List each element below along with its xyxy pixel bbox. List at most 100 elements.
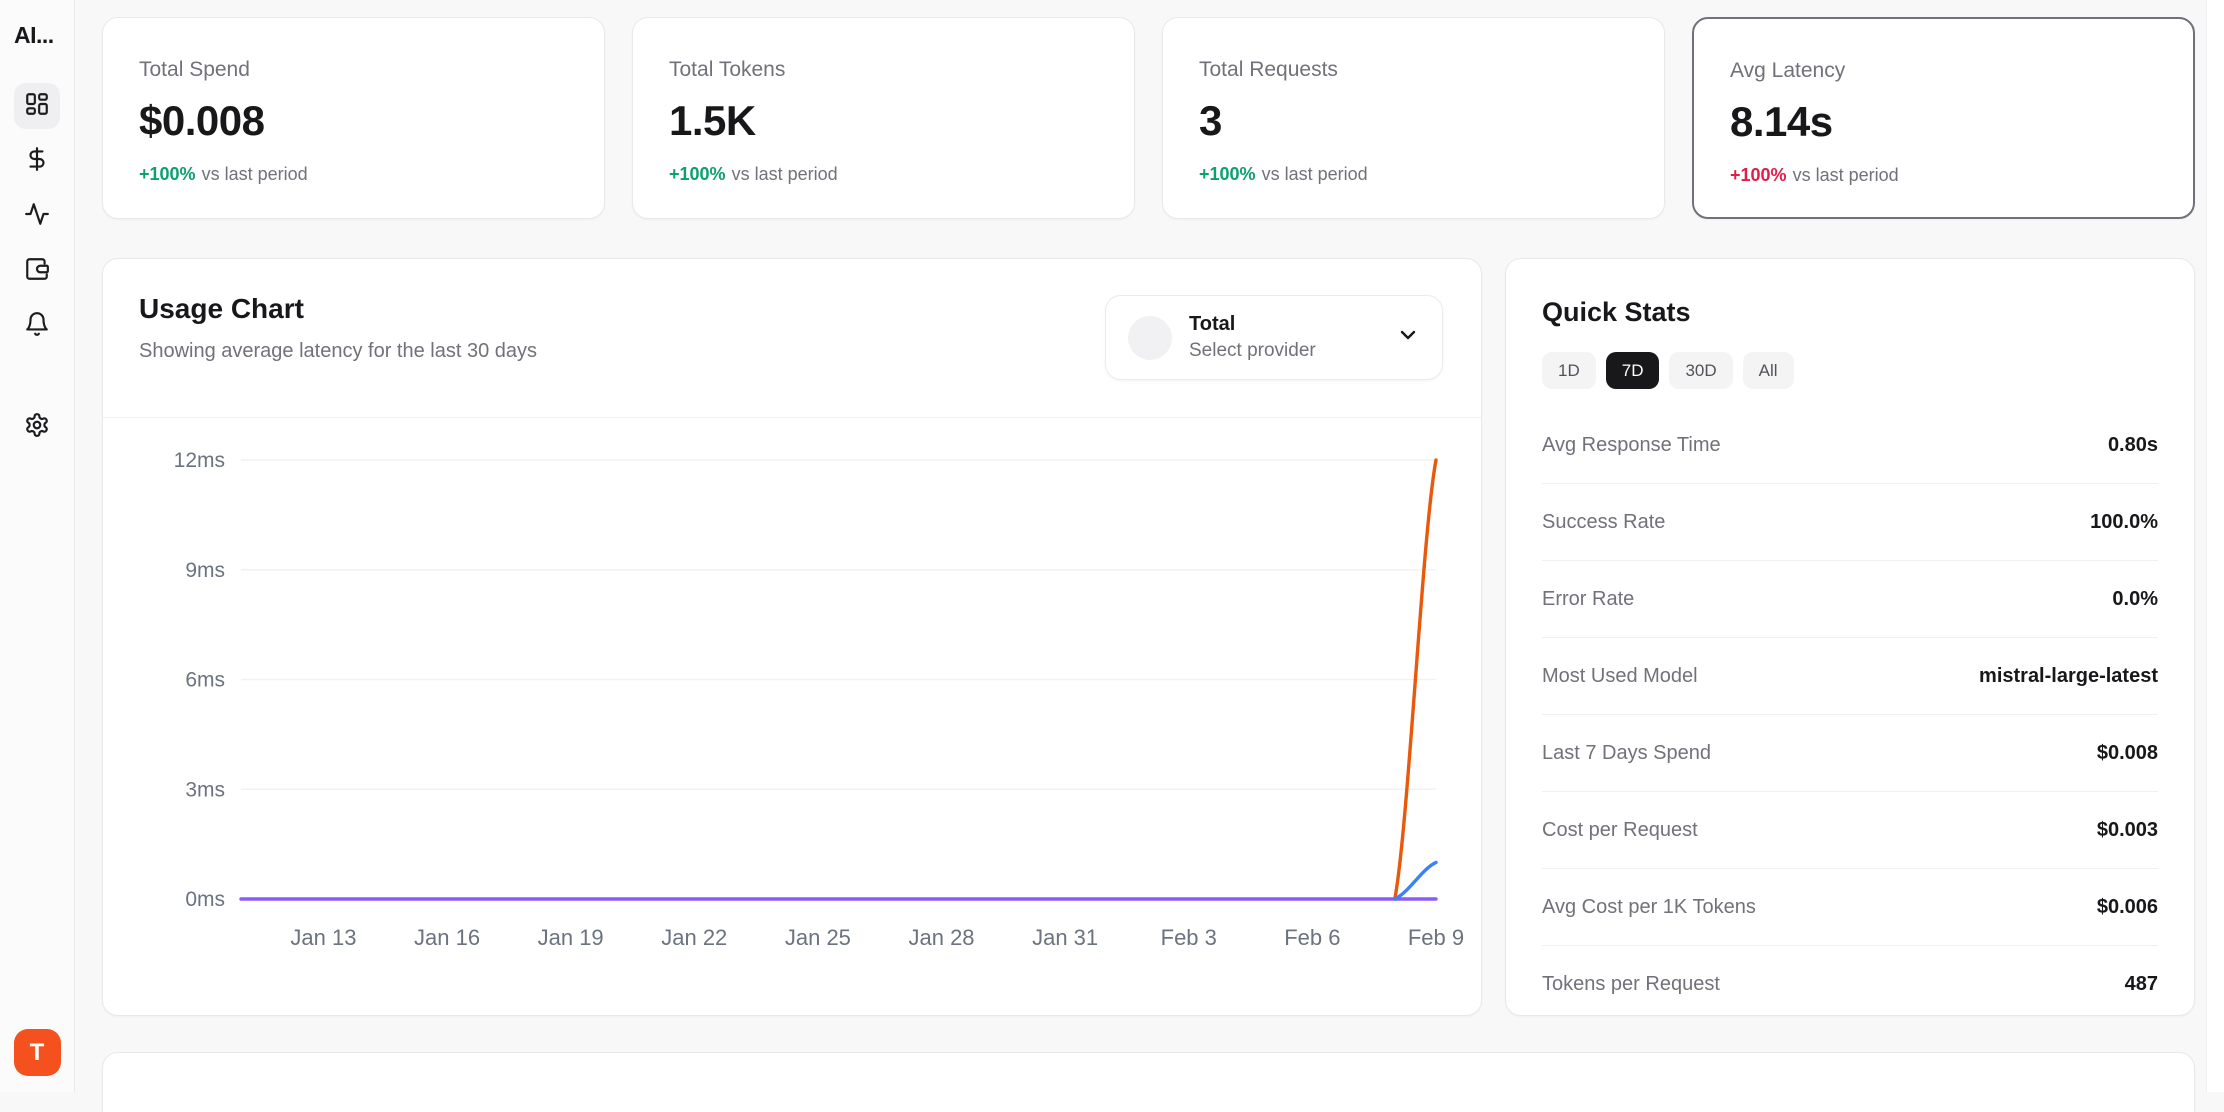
usage-chart-titles: Usage Chart Showing average latency for … xyxy=(139,293,537,363)
svg-text:Jan 13: Jan 13 xyxy=(290,925,356,950)
stat-row-label: Success Rate xyxy=(1542,510,1666,533)
stat-row-value: $0.006 xyxy=(2096,895,2158,918)
activity-icon xyxy=(24,201,50,232)
sidebar-item-settings[interactable] xyxy=(14,404,60,450)
svg-text:6ms: 6ms xyxy=(185,669,225,692)
svg-text:Jan 31: Jan 31 xyxy=(1032,925,1098,950)
stat-delta: +100% vs last period xyxy=(1730,165,2157,186)
stat-row-label: Tokens per Request xyxy=(1542,972,1720,995)
stat-row-avg-response-time: Avg Response Time 0.80s xyxy=(1542,407,2158,484)
svg-text:3ms: 3ms xyxy=(185,778,225,801)
svg-text:Jan 16: Jan 16 xyxy=(414,925,480,950)
stat-label: Total Requests xyxy=(1199,58,1338,81)
main-content: Total Spend $0.008 +100% vs last period T… xyxy=(75,0,2224,1112)
stat-card-total-requests: Total Requests 3 +100% vs last period xyxy=(1162,17,1665,219)
wallet-icon xyxy=(24,256,50,287)
stat-delta: +100% vs last period xyxy=(669,164,1098,185)
range-button-7d[interactable]: 7D xyxy=(1605,352,1660,389)
stat-row-most-used-model: Most Used Model mistral-large-latest xyxy=(1542,638,2158,715)
range-button-30d[interactable]: 30D xyxy=(1669,352,1733,389)
time-range-group: 1D 7D 30D All xyxy=(1542,352,2158,389)
stat-label: Total Tokens xyxy=(669,58,786,81)
stat-delta-caption: vs last period xyxy=(731,164,838,184)
svg-text:Feb 9: Feb 9 xyxy=(1408,925,1464,950)
app-logo: AI... xyxy=(14,22,54,48)
svg-text:Jan 19: Jan 19 xyxy=(538,925,604,950)
svg-text:Feb 6: Feb 6 xyxy=(1284,925,1340,950)
stat-row-value: mistral-large-latest xyxy=(1979,664,2158,687)
stat-value: $0.008 xyxy=(139,97,265,144)
vertical-scrollbar[interactable] xyxy=(2206,0,2224,1092)
stat-delta-caption: vs last period xyxy=(1261,164,1368,184)
provider-select[interactable]: Total Select provider xyxy=(1105,295,1443,380)
sidebar-item-dashboard[interactable] xyxy=(14,83,60,129)
stat-delta-percent: +100% xyxy=(1730,165,1787,185)
stat-row-cost-per-request: Cost per Request $0.003 xyxy=(1542,792,2158,869)
svg-text:Feb 3: Feb 3 xyxy=(1161,925,1217,950)
stat-delta-percent: +100% xyxy=(139,164,196,184)
stat-row-last-7-days-spend: Last 7 Days Spend $0.008 xyxy=(1542,715,2158,792)
quick-stats-card: Quick Stats 1D 7D 30D All Avg Response T… xyxy=(1505,258,2195,1016)
usage-chart-header: Usage Chart Showing average latency for … xyxy=(103,259,1481,418)
stat-row-value: 0.80s xyxy=(2107,433,2158,456)
stat-delta-caption: vs last period xyxy=(201,164,308,184)
svg-text:0ms: 0ms xyxy=(185,888,225,911)
stat-row-label: Most Used Model xyxy=(1542,664,1698,687)
mid-row: Usage Chart Showing average latency for … xyxy=(102,258,2195,1016)
stat-row-success-rate: Success Rate 100.0% xyxy=(1542,484,2158,561)
sidebar-nav xyxy=(14,83,60,450)
gear-icon xyxy=(24,412,50,443)
chevron-down-icon xyxy=(1396,323,1420,352)
stat-card-avg-latency[interactable]: Avg Latency 8.14s +100% vs last period xyxy=(1692,17,2196,219)
usage-chart-card: Usage Chart Showing average latency for … xyxy=(102,258,1482,1016)
stats-row: Total Spend $0.008 +100% vs last period T… xyxy=(102,17,2196,219)
stat-row-value: $0.008 xyxy=(2096,741,2158,764)
bottom-card-partial xyxy=(102,1052,2195,1112)
sidebar: AI... xyxy=(0,0,75,1092)
usage-chart-title: Usage Chart xyxy=(139,293,304,324)
range-button-1d[interactable]: 1D xyxy=(1542,352,1596,389)
sidebar-item-spend[interactable] xyxy=(14,138,60,184)
latency-line-chart-svg: 0ms 3ms 6ms 9ms 12ms Jan 13 Jan 16 Jan 19 Jan 22… xyxy=(174,449,1464,950)
provider-selected-value: Total xyxy=(1189,313,1236,335)
stat-row-avg-cost-per-1k-tokens: Avg Cost per 1K Tokens $0.006 xyxy=(1542,869,2158,946)
dollar-icon xyxy=(24,146,50,177)
stat-card-total-spend: Total Spend $0.008 +100% vs last period xyxy=(102,17,605,219)
stat-row-error-rate: Error Rate 0.0% xyxy=(1542,561,2158,638)
provider-avatar xyxy=(1128,315,1172,360)
latency-line-chart: 0ms 3ms 6ms 9ms 12ms Jan 13 Jan 16 Jan 19 Jan 22… xyxy=(103,418,1481,1015)
svg-text:9ms: 9ms xyxy=(185,559,225,582)
stat-row-label: Error Rate xyxy=(1542,587,1635,610)
svg-text:Jan 28: Jan 28 xyxy=(908,925,974,950)
stat-delta-percent: +100% xyxy=(669,164,726,184)
svg-text:Jan 22: Jan 22 xyxy=(661,925,727,950)
stat-value: 8.14s xyxy=(1730,98,1833,145)
stat-row-value: 100.0% xyxy=(2090,510,2158,533)
stat-label: Total Spend xyxy=(139,58,250,81)
stat-row-label: Avg Cost per 1K Tokens xyxy=(1542,895,1756,918)
stat-row-label: Last 7 Days Spend xyxy=(1542,741,1711,764)
quick-stats-title: Quick Stats xyxy=(1542,297,1691,327)
sidebar-item-activity[interactable] xyxy=(14,193,60,239)
stat-row-tokens-per-request: Tokens per Request 487 xyxy=(1542,946,2158,1022)
usage-chart-subtitle: Showing average latency for the last 30 … xyxy=(139,340,538,362)
sidebar-item-notifications[interactable] xyxy=(14,303,60,349)
stat-row-value: 487 xyxy=(2124,972,2158,995)
range-button-all[interactable]: All xyxy=(1742,352,1794,389)
stat-delta-percent: +100% xyxy=(1199,164,1256,184)
quick-stats-rows: Avg Response Time 0.80s Success Rate 100… xyxy=(1542,407,2158,1022)
stat-card-total-tokens: Total Tokens 1.5K +100% vs last period xyxy=(632,17,1135,219)
stat-delta: +100% vs last period xyxy=(139,164,568,185)
user-avatar[interactable]: T xyxy=(13,1029,61,1076)
stat-delta: +100% vs last period xyxy=(1199,164,1628,185)
stat-row-label: Cost per Request xyxy=(1542,818,1698,841)
provider-placeholder: Select provider xyxy=(1189,340,1316,361)
stat-label: Avg Latency xyxy=(1730,59,1846,82)
sidebar-item-wallet[interactable] xyxy=(14,248,60,294)
dashboard-icon xyxy=(24,91,50,122)
stat-row-value: 0.0% xyxy=(2112,587,2158,610)
svg-text:12ms: 12ms xyxy=(174,449,225,472)
stat-value: 3 xyxy=(1199,97,1222,144)
stat-row-value: $0.003 xyxy=(2096,818,2158,841)
